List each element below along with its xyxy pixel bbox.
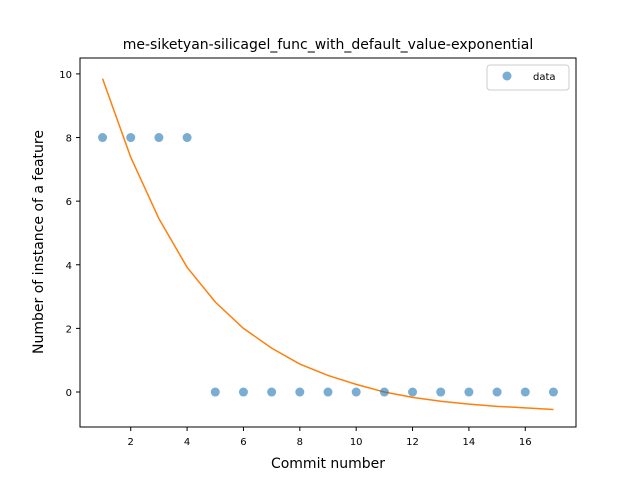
legend: data xyxy=(486,64,570,91)
data-point xyxy=(267,387,277,397)
x-axis-ticks: 2 4 6 8 10 12 14 16 xyxy=(128,427,532,448)
x-tick-label: 2 xyxy=(128,437,134,448)
x-tick-label: 8 xyxy=(297,437,303,448)
y-tick-label: 10 xyxy=(59,70,72,81)
data-point xyxy=(98,133,108,143)
x-tick-label: 16 xyxy=(519,437,532,448)
y-tick-label: 4 xyxy=(66,261,72,272)
data-point xyxy=(323,387,333,397)
data-point xyxy=(182,133,192,143)
points-layer xyxy=(98,133,558,397)
y-axis-ticks: 0 2 4 6 8 10 xyxy=(59,70,80,399)
y-tick-label: 6 xyxy=(66,197,72,208)
chart-title: me-siketyan-silicagel_func_with_default_… xyxy=(123,37,534,53)
data-point xyxy=(379,387,389,397)
data-point xyxy=(548,387,558,397)
x-axis-label: Commit number xyxy=(271,456,385,472)
y-tick-label: 2 xyxy=(66,324,72,335)
data-point xyxy=(154,133,164,143)
y-tick-label: 0 xyxy=(66,388,72,399)
data-point xyxy=(126,133,136,143)
fit-line xyxy=(101,78,554,411)
x-tick-label: 12 xyxy=(406,437,419,448)
x-tick-label: 4 xyxy=(184,437,190,448)
data-point xyxy=(210,387,220,397)
y-axis-label: Number of instance of a feature xyxy=(31,130,47,354)
data-point xyxy=(492,387,502,397)
data-point xyxy=(520,387,530,397)
x-tick-label: 14 xyxy=(463,437,476,448)
x-tick-label: 10 xyxy=(350,437,363,448)
data-point xyxy=(464,387,474,397)
plot-area xyxy=(80,58,576,427)
data-point xyxy=(408,387,418,397)
legend-marker xyxy=(502,71,512,81)
line-layer xyxy=(101,78,554,411)
data-point xyxy=(238,387,248,397)
data-point xyxy=(351,387,361,397)
legend-label-data: data xyxy=(533,72,556,83)
plot-frame xyxy=(79,57,577,428)
x-tick-label: 6 xyxy=(240,437,246,448)
data-point xyxy=(436,387,446,397)
data-point xyxy=(295,387,305,397)
y-tick-label: 8 xyxy=(66,134,72,145)
legend-box xyxy=(486,64,570,91)
